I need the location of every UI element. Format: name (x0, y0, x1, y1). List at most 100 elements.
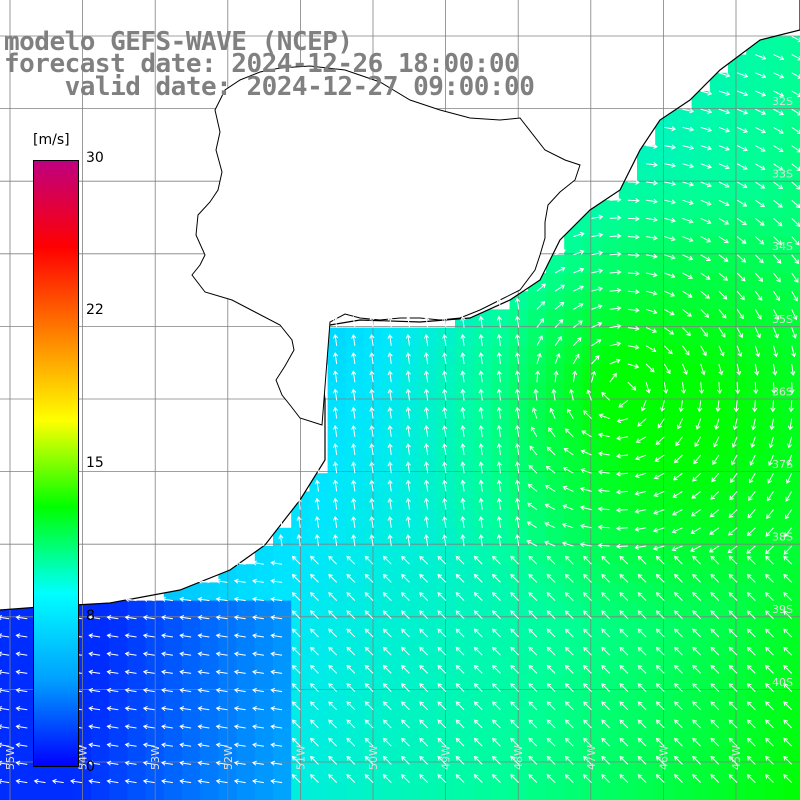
wind-arrow (580, 469, 592, 474)
wind-arrow (89, 707, 101, 711)
wind-arrow (601, 574, 611, 583)
wind-arrowhead (674, 701, 679, 707)
wind-arrowhead (655, 664, 661, 670)
wind-arrow (528, 574, 538, 583)
wind-arrowhead (106, 706, 112, 712)
wind-cell (418, 764, 438, 784)
wind-arrow (292, 556, 301, 565)
wind-arrow (583, 738, 592, 747)
wind-arrowhead (616, 251, 622, 257)
longitude-label: 49W (440, 745, 453, 770)
wind-arrow (516, 516, 520, 528)
wind-arrow (510, 665, 520, 674)
wind-cell (564, 509, 583, 529)
wind-arrowhead (88, 651, 94, 657)
wind-arrow (736, 181, 747, 188)
wind-arrowhead (752, 407, 758, 413)
wind-arrow (664, 163, 676, 167)
wind-arrowhead (437, 628, 443, 634)
wind-arrowhead (531, 407, 537, 413)
wind-arrow (16, 762, 28, 765)
wind-arrowhead (635, 438, 641, 443)
wind-arrow (548, 427, 556, 438)
wind-arrow (637, 418, 647, 427)
wind-arrow (407, 389, 410, 401)
wind-cell (327, 618, 347, 638)
wind-arrow (364, 556, 374, 565)
wind-arrowhead (332, 515, 339, 521)
wind-arrowhead (0, 651, 3, 657)
wind-cell (673, 782, 693, 800)
wind-arrow (791, 126, 800, 134)
wind-arrow (682, 272, 693, 279)
wind-arrowhead (332, 333, 339, 339)
wind-arrow (443, 516, 447, 528)
wind-arrow (674, 738, 683, 747)
wind-arrow (601, 738, 611, 747)
wind-arrow (710, 628, 720, 638)
wind-arrowhead (252, 651, 257, 657)
wind-arrow (198, 671, 210, 674)
wind-cell (691, 655, 711, 674)
wind-arrow (328, 719, 338, 729)
wind-cell (746, 309, 765, 329)
wind-cell (382, 637, 401, 656)
wind-cell (637, 655, 656, 674)
wind-cell (618, 728, 638, 747)
wind-arrow (419, 610, 429, 620)
wind-arrow (271, 689, 283, 693)
wind-cell (527, 546, 547, 565)
wind-arrowhead (478, 370, 484, 376)
wind-arrow (728, 509, 738, 518)
wind-arrow (143, 762, 155, 765)
wind-cell (709, 309, 729, 329)
wind-cell (600, 382, 620, 401)
wind-arrowhead (546, 719, 552, 725)
wind-arrow (462, 425, 465, 437)
wind-arrowhead (692, 628, 697, 634)
wind-arrow (692, 756, 702, 765)
wind-arrow (674, 756, 683, 765)
wind-cell (527, 291, 547, 310)
wind-cell (163, 600, 183, 620)
wind-arrowhead (564, 683, 570, 688)
wind-cell (728, 637, 747, 656)
wind-arrow (583, 574, 592, 583)
wind-arrow (601, 756, 611, 765)
wind-arrowhead (761, 55, 767, 60)
wind-arrowhead (637, 422, 642, 427)
wind-arrow (234, 653, 246, 656)
wind-arrowhead (689, 145, 695, 151)
wind-arrow (773, 345, 777, 357)
wind-arrowhead (88, 724, 94, 730)
wind-arrowhead (783, 573, 788, 579)
wind-cell (0, 655, 19, 674)
wind-arrow (271, 653, 283, 656)
wind-arrowhead (671, 162, 677, 168)
wind-arrow (216, 744, 228, 747)
wind-arrowhead (332, 479, 339, 485)
wind-arrowhead (704, 313, 710, 318)
wind-cell (691, 782, 711, 800)
wind-arrowhead (369, 461, 375, 467)
wind-arrow (730, 472, 738, 483)
wind-arrowhead (88, 742, 94, 748)
wind-arrowhead (0, 760, 3, 766)
wind-arrowhead (765, 719, 770, 725)
wind-cell (509, 637, 529, 656)
wind-arrowhead (601, 719, 606, 725)
wind-arrowhead (179, 724, 185, 730)
wind-arrowhead (291, 683, 297, 688)
wind-arrow (474, 756, 483, 765)
wind-arrow (598, 526, 610, 529)
wind-arrowhead (670, 217, 676, 223)
wind-arrowhead (0, 615, 3, 621)
wind-arrowhead (722, 294, 728, 300)
wind-cell (564, 527, 583, 547)
wind-arrowhead (668, 349, 673, 355)
wind-arrowhead (674, 755, 679, 761)
wind-arrowhead (564, 646, 570, 652)
wind-arrow (583, 556, 592, 565)
wind-cell (564, 764, 583, 784)
